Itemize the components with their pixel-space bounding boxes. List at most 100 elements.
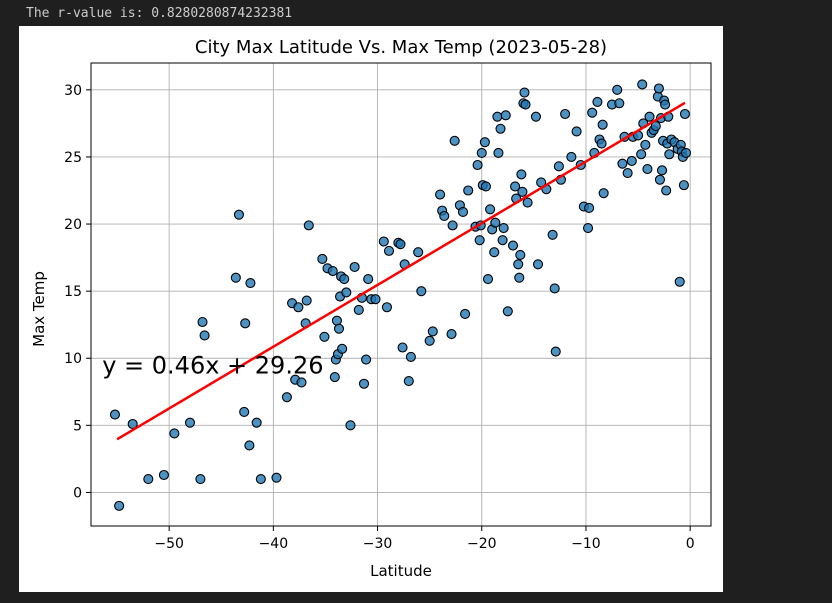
data-point <box>245 278 256 289</box>
scatter-plot-figure: City Max Latitude Vs. Max Temp (2023-05-… <box>19 26 723 592</box>
x-tick-label: −50 <box>154 536 184 552</box>
data-point <box>498 223 509 234</box>
data-point <box>339 274 350 285</box>
data-point <box>449 135 460 146</box>
data-point <box>656 165 668 176</box>
data-point <box>553 161 564 172</box>
x-axis-label: Latitude <box>370 562 432 580</box>
data-point <box>482 274 494 285</box>
data-point <box>502 306 513 317</box>
data-point <box>490 217 501 228</box>
data-point <box>383 245 395 256</box>
data-point <box>519 87 530 98</box>
data-point <box>680 147 692 158</box>
y-tick-label: 25 <box>64 150 82 166</box>
data-point <box>674 276 685 287</box>
data-point <box>251 417 262 428</box>
x-tick-label: −30 <box>363 536 393 552</box>
data-point <box>319 331 330 342</box>
data-point <box>678 180 689 191</box>
data-point <box>363 274 374 285</box>
data-point <box>520 99 531 110</box>
data-point <box>427 326 438 337</box>
data-point <box>381 302 392 313</box>
data-point <box>532 259 544 270</box>
data-point <box>460 308 471 320</box>
data-point <box>500 110 511 121</box>
data-point <box>457 206 469 218</box>
data-point <box>660 99 671 110</box>
data-point <box>158 469 169 481</box>
data-point <box>664 149 675 160</box>
y-tick-label: 5 <box>73 418 82 434</box>
x-axis-ticks: −50 −40 −30 −20 −10 0 <box>154 526 695 552</box>
data-point <box>349 261 360 273</box>
data-point <box>109 409 121 420</box>
data-point <box>378 236 389 247</box>
data-point <box>327 265 338 277</box>
x-tick-label: −40 <box>259 536 289 552</box>
data-point <box>341 287 352 298</box>
data-point <box>636 149 647 160</box>
data-point <box>403 376 414 387</box>
data-point <box>397 342 408 353</box>
data-point <box>480 181 491 192</box>
data-point <box>195 473 206 485</box>
data-points <box>109 79 692 511</box>
data-point <box>476 147 487 158</box>
data-point <box>653 83 664 94</box>
y-tick-label: 0 <box>73 485 82 501</box>
data-point <box>644 111 655 122</box>
plot-area-frame <box>90 62 712 527</box>
data-point <box>358 378 370 389</box>
data-point <box>416 286 427 297</box>
data-point <box>281 392 292 403</box>
data-point <box>550 346 561 357</box>
data-point <box>233 209 245 220</box>
data-point <box>446 329 457 340</box>
data-point <box>622 167 633 179</box>
data-point <box>596 138 607 149</box>
data-point <box>169 428 180 439</box>
data-point <box>439 210 450 222</box>
data-point <box>493 147 504 158</box>
x-tick-label: −20 <box>467 536 497 552</box>
data-point <box>547 229 558 240</box>
data-point <box>497 235 508 246</box>
y-axis-ticks: 0 5 10 15 20 25 30 <box>64 83 91 501</box>
y-tick-label: 30 <box>64 83 82 99</box>
data-point <box>337 343 348 354</box>
data-point <box>424 335 435 346</box>
data-point <box>395 239 406 250</box>
grid-lines <box>91 63 711 526</box>
scatter-chart: City Max Latitude Vs. Max Temp (2023-05-… <box>30 37 712 580</box>
data-point <box>303 220 314 231</box>
data-point <box>597 119 608 130</box>
data-point <box>571 126 582 137</box>
data-point <box>566 151 577 162</box>
data-point <box>516 169 527 180</box>
data-point <box>413 247 424 258</box>
data-point <box>517 186 528 197</box>
data-point <box>640 139 651 150</box>
data-point <box>474 235 485 246</box>
x-tick-label: −10 <box>571 536 601 552</box>
y-axis-label: Max Temp <box>30 271 48 347</box>
data-point <box>329 371 340 383</box>
data-point <box>301 295 312 306</box>
data-point <box>510 181 521 192</box>
data-point <box>598 188 609 199</box>
data-point <box>522 197 533 208</box>
data-point <box>293 302 304 313</box>
data-point <box>244 440 255 451</box>
data-point <box>240 318 251 329</box>
data-point <box>530 111 541 122</box>
data-point <box>549 283 560 294</box>
chart-title: City Max Latitude Vs. Max Temp (2023-05-… <box>195 37 607 58</box>
data-point <box>405 351 416 362</box>
data-point <box>614 98 625 109</box>
y-tick-label: 15 <box>64 284 82 300</box>
data-point <box>661 185 672 196</box>
data-point <box>560 108 571 120</box>
data-point <box>184 417 196 428</box>
